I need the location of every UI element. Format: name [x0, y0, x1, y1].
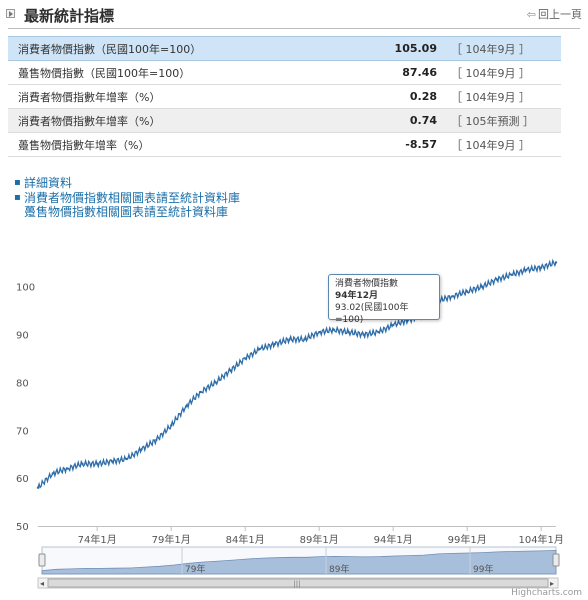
stats-row[interactable]: 消費者物價指數年增率（%） 0.28 ［ 104年9月 ］ [8, 84, 561, 109]
scrollbar-grip-icon: ||| [293, 580, 300, 588]
cpi-database-link[interactable]: 消費者物價指數相關圖表請至統計資料庫 [24, 191, 241, 205]
data-point [170, 424, 173, 427]
stats-row[interactable]: 消費者物價指數（民國100年=100） 105.09 ［ 104年9月 ］ [8, 36, 561, 61]
chart-credits[interactable]: Highcharts.com [511, 588, 582, 598]
data-point [258, 347, 262, 351]
data-point [303, 338, 306, 341]
navigator-series [41, 549, 557, 575]
data-point [184, 405, 188, 408]
panel-corner-icon [6, 9, 15, 18]
navigator-tick-label: 79年 [185, 563, 205, 575]
data-point [244, 357, 247, 360]
data-point [451, 295, 454, 298]
data-point [125, 457, 128, 461]
data-point [554, 261, 558, 264]
x-tick-label: 74年1月 [78, 533, 117, 546]
data-point [525, 268, 528, 272]
stat-period: ［ 105年預測 ］ [445, 108, 561, 133]
navigator-tick-label: 99年 [473, 563, 493, 575]
stat-period: ［ 104年9月 ］ [445, 132, 561, 157]
stat-value: 0.74 [337, 108, 445, 133]
y-tick-label: 60 [16, 474, 29, 485]
title-divider [8, 28, 580, 29]
tooltip-value: 93.02(民國100年=100) [335, 303, 409, 325]
scroll-left-icon: ◂ [40, 579, 44, 588]
details-link[interactable]: 詳細資料 [24, 176, 73, 190]
stat-period: ［ 104年9月 ］ [445, 60, 561, 85]
stat-period: ［ 104年9月 ］ [445, 84, 561, 109]
back-link[interactable]: ⇦ 回上一頁 [527, 6, 582, 22]
x-tick-label: 79年1月 [152, 533, 191, 546]
data-point [199, 390, 202, 394]
data-point [510, 273, 513, 276]
data-point [332, 328, 336, 331]
stat-name: 消費者物價指數（民國100年=100） [8, 36, 337, 61]
scroll-right-icon: ▸ [550, 579, 554, 588]
data-point [318, 331, 321, 334]
data-point [288, 338, 291, 341]
data-point [155, 438, 158, 442]
data-point [36, 486, 40, 489]
data-point [540, 266, 543, 269]
cpi-line-chart[interactable]: 50 60 70 80 90 100 74年1月 79年1月 84年1月 89年1月 94年1月 99… [0, 250, 588, 600]
list-item: ▪ 消費者物價指數相關圖表請至統計資料庫 躉售物價指數相關圖表請至統計資料庫 [14, 191, 240, 219]
tooltip-date: 94年12月 [335, 291, 379, 301]
stats-row[interactable]: 躉售物價指數年增率（%） -8.57 ［ 104年9月 ］ [8, 132, 561, 157]
x-tick-label: 94年1月 [374, 533, 413, 546]
stat-value: -8.57 [337, 132, 445, 157]
x-tick-label: 104年1月 [518, 533, 563, 546]
stats-row[interactable]: 躉售物價指數（民國100年=100） 87.46 ［ 104年9月 ］ [8, 60, 561, 85]
data-point [66, 467, 69, 470]
y-tick-label: 80 [16, 378, 29, 389]
data-point [81, 462, 84, 465]
y-tick-label: 70 [16, 426, 29, 437]
y-tick-label: 50 [16, 522, 29, 533]
navigator-tick-label: 89年 [329, 563, 349, 575]
data-point [110, 460, 114, 463]
stats-table: 消費者物價指數（民國100年=100） 105.09 ［ 104年9月 ］ 躉售… [8, 36, 561, 157]
chart-tooltip: 消費者物價指數 94年12月 93.02(民國100年=100) [328, 274, 440, 325]
bullet-icon: ▪ [14, 177, 21, 188]
panel-header: 最新統計指標 ⇦ 回上一頁 [0, 0, 588, 30]
scrollbar-thumb [47, 578, 549, 588]
back-link-label: 回上一頁 [538, 8, 582, 21]
back-arrow-icon: ⇦ [526, 8, 536, 21]
x-tick-label: 84年1月 [226, 533, 265, 546]
data-point [347, 331, 350, 334]
stat-value: 87.46 [337, 60, 445, 85]
series-line [37, 258, 557, 489]
data-point [140, 448, 143, 451]
navigator-handle [38, 553, 46, 567]
data-point [480, 285, 484, 288]
links-list: ▪ 詳細資料 ▪ 消費者物價指數相關圖表請至統計資料庫 躉售物價指數相關圖表請至… [14, 176, 240, 220]
stat-value: 0.28 [337, 84, 445, 109]
data-point [362, 333, 365, 336]
data-point [51, 472, 54, 475]
stat-name: 躉售物價指數年增率（%） [8, 132, 337, 157]
stat-name: 躉售物價指數（民國100年=100） [8, 60, 337, 85]
stat-name: 消費者物價指數年增率（%） [8, 84, 337, 109]
y-tick-label: 90 [16, 331, 29, 342]
data-point [229, 369, 232, 372]
data-point [466, 290, 469, 293]
bullet-icon: ▪ [14, 192, 21, 203]
stat-period: ［ 104年9月 ］ [445, 36, 561, 61]
tooltip-series: 消費者物價指數 [335, 279, 399, 289]
y-tick-label: 100 [16, 283, 35, 294]
x-tick-label: 99年1月 [448, 533, 487, 546]
data-point [377, 331, 380, 334]
data-point [96, 462, 99, 465]
wpi-database-link[interactable]: 躉售物價指數相關圖表請至統計資料庫 [24, 205, 229, 219]
navigator-handle [552, 553, 560, 567]
stats-row[interactable]: 消費者物價指數年增率（%） 0.74 ［ 105年預測 ］ [8, 108, 561, 133]
data-point [273, 342, 276, 346]
data-point [495, 278, 498, 281]
page-title: 最新統計指標 [24, 7, 115, 25]
stat-name: 消費者物價指數年增率（%） [8, 108, 337, 133]
x-tick-label: 89年1月 [300, 533, 339, 546]
data-point [214, 381, 217, 384]
stat-value: 105.09 [337, 36, 445, 61]
data-point [392, 323, 395, 327]
list-item: ▪ 詳細資料 [14, 176, 240, 190]
